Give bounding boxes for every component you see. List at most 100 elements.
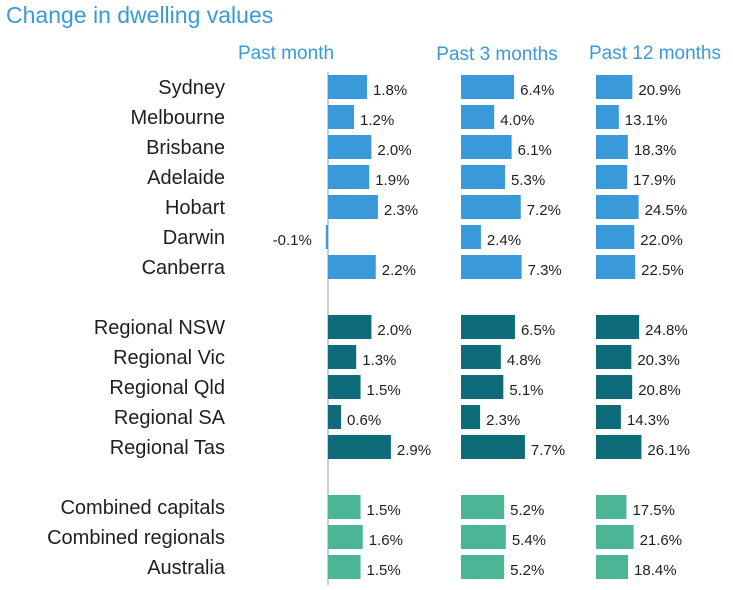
value-label-brisbane-past-12-months: 18.3% — [634, 142, 677, 159]
category-label-canberra: Canberra — [142, 257, 226, 279]
value-label-regional-sa-past-month: 0.6% — [347, 412, 381, 429]
column-header-past-month: Past month — [238, 43, 334, 64]
value-label-brisbane-past-3-months: 6.1% — [518, 142, 552, 159]
bar-australia-past-month — [328, 555, 361, 579]
bar-adelaide-past-month — [328, 165, 370, 189]
bar-combined-capitals-past-month — [328, 495, 361, 519]
bar-regional-vic-past-3-months — [461, 345, 501, 369]
value-label-regional-vic-past-month: 1.3% — [362, 352, 396, 369]
value-label-hobart-past-3-months: 7.2% — [527, 202, 561, 219]
category-label-adelaide: Adelaide — [147, 167, 225, 189]
value-label-australia-past-3-months: 5.2% — [510, 562, 544, 579]
bar-regional-sa-past-12-months — [596, 405, 621, 429]
bar-regional-vic-past-month — [328, 345, 357, 369]
bar-combined-capitals-past-12-months — [596, 495, 627, 519]
bar-sydney-past-12-months — [596, 75, 633, 99]
bar-regional-qld-past-12-months — [596, 375, 633, 399]
value-label-australia-past-12-months: 18.4% — [634, 562, 677, 579]
bar-darwin-past-12-months — [596, 225, 635, 249]
bar-combined-capitals-past-3-months — [461, 495, 505, 519]
value-label-regional-nsw-past-12-months: 24.8% — [645, 322, 688, 339]
value-label-regional-nsw-past-3-months: 6.5% — [521, 322, 555, 339]
bar-melbourne-past-month — [328, 105, 355, 129]
category-label-combined-regionals: Combined regionals — [47, 527, 225, 549]
bar-combined-regionals-past-12-months — [596, 525, 634, 549]
bar-sydney-past-month — [328, 75, 368, 99]
value-label-melbourne-past-month: 1.2% — [360, 112, 394, 129]
bar-hobart-past-12-months — [596, 195, 639, 219]
category-label-sydney: Sydney — [158, 77, 225, 99]
bar-regional-tas-past-month — [328, 435, 391, 459]
bar-combined-regionals-past-3-months — [461, 525, 506, 549]
bar-brisbane-past-12-months — [596, 135, 628, 159]
bar-regional-qld-past-3-months — [461, 375, 504, 399]
column-header-past-3-months: Past 3 months — [436, 44, 557, 65]
category-label-regional-nsw: Regional NSW — [94, 317, 225, 339]
value-label-combined-capitals-past-3-months: 5.2% — [510, 502, 544, 519]
value-label-adelaide-past-3-months: 5.3% — [511, 172, 545, 189]
bar-hobart-past-month — [328, 195, 378, 219]
bar-sydney-past-3-months — [461, 75, 515, 99]
value-label-brisbane-past-month: 2.0% — [377, 142, 411, 159]
value-label-regional-sa-past-12-months: 14.3% — [627, 412, 670, 429]
chart-title: Change in dwelling values — [6, 2, 274, 28]
category-label-regional-vic: Regional Vic — [113, 347, 225, 369]
value-label-adelaide-past-12-months: 17.9% — [633, 172, 676, 189]
bar-regional-sa-past-month — [328, 405, 342, 429]
column-header-past-12-months: Past 12 months — [589, 43, 721, 64]
bar-combined-regionals-past-month — [328, 525, 363, 549]
bar-regional-nsw-past-month — [328, 315, 372, 339]
value-label-australia-past-month: 1.5% — [367, 562, 401, 579]
value-label-regional-tas-past-3-months: 7.7% — [531, 442, 565, 459]
bar-brisbane-past-3-months — [461, 135, 512, 159]
category-label-melbourne: Melbourne — [130, 107, 225, 129]
value-label-melbourne-past-12-months: 13.1% — [625, 112, 668, 129]
value-label-hobart-past-month: 2.3% — [384, 202, 418, 219]
bar-australia-past-3-months — [461, 555, 505, 579]
value-label-darwin-past-month: -0.1% — [273, 232, 312, 249]
value-label-combined-regionals-past-month: 1.6% — [369, 532, 403, 549]
bar-adelaide-past-12-months — [596, 165, 628, 189]
category-label-regional-tas: Regional Tas — [110, 437, 225, 459]
category-label-brisbane: Brisbane — [146, 137, 225, 159]
value-label-combined-regionals-past-12-months: 21.6% — [640, 532, 683, 549]
bar-darwin-past-3-months — [461, 225, 481, 249]
value-label-combined-regionals-past-3-months: 5.4% — [512, 532, 546, 549]
value-label-regional-tas-past-12-months: 26.1% — [647, 442, 690, 459]
value-label-regional-sa-past-3-months: 2.3% — [486, 412, 520, 429]
bar-canberra-past-12-months — [596, 255, 636, 279]
category-label-combined-capitals: Combined capitals — [60, 497, 225, 519]
value-label-sydney-past-3-months: 6.4% — [520, 82, 554, 99]
value-label-combined-capitals-past-12-months: 17.5% — [632, 502, 675, 519]
category-label-hobart: Hobart — [165, 197, 225, 219]
value-label-regional-vic-past-12-months: 20.3% — [637, 352, 680, 369]
bar-hobart-past-3-months — [461, 195, 521, 219]
value-label-adelaide-past-month: 1.9% — [375, 172, 409, 189]
category-label-darwin: Darwin — [163, 227, 225, 249]
value-label-canberra-past-month: 2.2% — [382, 262, 416, 279]
bar-regional-sa-past-3-months — [461, 405, 481, 429]
value-label-hobart-past-12-months: 24.5% — [645, 202, 688, 219]
bar-regional-tas-past-3-months — [461, 435, 525, 459]
value-label-sydney-past-month: 1.8% — [373, 82, 407, 99]
bar-canberra-past-3-months — [461, 255, 522, 279]
value-label-regional-qld-past-3-months: 5.1% — [509, 382, 543, 399]
value-label-regional-tas-past-month: 2.9% — [397, 442, 431, 459]
category-label-regional-sa: Regional SA — [114, 407, 226, 429]
bar-canberra-past-month — [328, 255, 376, 279]
category-label-australia: Australia — [147, 557, 226, 579]
value-label-regional-vic-past-3-months: 4.8% — [507, 352, 541, 369]
bar-melbourne-past-12-months — [596, 105, 619, 129]
bar-regional-nsw-past-3-months — [461, 315, 515, 339]
value-label-regional-qld-past-month: 1.5% — [367, 382, 401, 399]
bar-regional-tas-past-12-months — [596, 435, 642, 459]
bar-regional-qld-past-month — [328, 375, 361, 399]
bar-australia-past-12-months — [596, 555, 629, 579]
value-label-darwin-past-3-months: 2.4% — [487, 232, 521, 249]
bar-adelaide-past-3-months — [461, 165, 505, 189]
value-label-sydney-past-12-months: 20.9% — [638, 82, 681, 99]
value-label-canberra-past-12-months: 22.5% — [641, 262, 684, 279]
bar-regional-vic-past-12-months — [596, 345, 632, 369]
value-label-combined-capitals-past-month: 1.5% — [367, 502, 401, 519]
